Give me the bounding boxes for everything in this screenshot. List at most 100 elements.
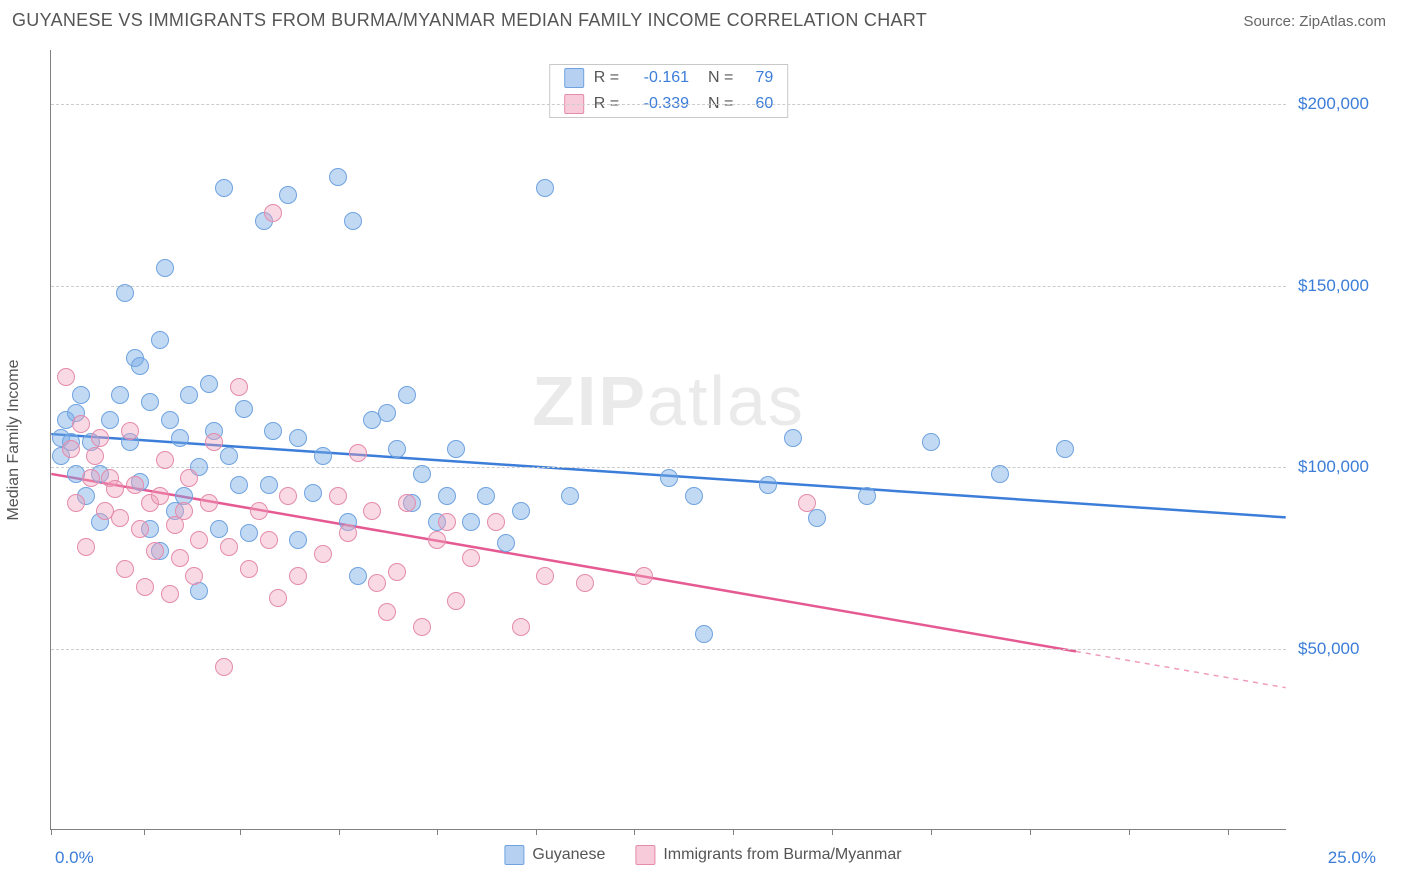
data-point	[151, 487, 169, 505]
data-point	[175, 502, 193, 520]
data-point	[111, 386, 129, 404]
data-point	[131, 520, 149, 538]
data-point	[279, 186, 297, 204]
data-point	[180, 469, 198, 487]
data-point	[576, 574, 594, 592]
x-tick	[144, 829, 145, 835]
x-tick	[931, 829, 932, 835]
stat-row: R =-0.161 N =79	[550, 65, 788, 91]
data-point	[368, 574, 386, 592]
data-point	[388, 440, 406, 458]
data-point	[116, 284, 134, 302]
data-point	[512, 618, 530, 636]
data-point	[101, 411, 119, 429]
data-point	[349, 444, 367, 462]
data-point	[200, 375, 218, 393]
data-point	[398, 494, 416, 512]
y-tick-label: $50,000	[1298, 639, 1359, 659]
data-point	[378, 603, 396, 621]
gridline	[51, 286, 1286, 287]
chart-container: Median Family Income ZIPatlas R =-0.161 …	[0, 40, 1406, 892]
data-point	[260, 476, 278, 494]
data-point	[91, 429, 109, 447]
data-point	[200, 494, 218, 512]
legend-swatch	[504, 845, 524, 865]
data-point	[378, 404, 396, 422]
data-point	[304, 484, 322, 502]
data-point	[635, 567, 653, 585]
data-point	[240, 524, 258, 542]
series-legend: Guyanese Immigrants from Burma/Myanmar	[504, 845, 901, 865]
data-point	[329, 487, 347, 505]
x-axis-max-label: 25.0%	[1328, 848, 1376, 868]
data-point	[447, 440, 465, 458]
data-point	[121, 422, 139, 440]
y-tick-label: $100,000	[1298, 457, 1369, 477]
data-point	[235, 400, 253, 418]
data-point	[185, 567, 203, 585]
data-point	[141, 393, 159, 411]
data-point	[339, 524, 357, 542]
data-point	[260, 531, 278, 549]
data-point	[363, 502, 381, 520]
gridline	[51, 104, 1286, 105]
data-point	[131, 357, 149, 375]
x-tick	[832, 829, 833, 835]
data-point	[77, 538, 95, 556]
gridline	[51, 467, 1286, 468]
data-point	[487, 513, 505, 531]
data-point	[111, 509, 129, 527]
legend-swatch	[635, 845, 655, 865]
data-point	[67, 494, 85, 512]
data-point	[536, 567, 554, 585]
data-point	[289, 429, 307, 447]
data-point	[922, 433, 940, 451]
legend-item: Immigrants from Burma/Myanmar	[635, 845, 901, 865]
legend-label: Immigrants from Burma/Myanmar	[663, 846, 901, 864]
data-point	[314, 447, 332, 465]
legend-swatch	[564, 68, 584, 88]
x-tick	[51, 829, 52, 835]
data-point	[215, 658, 233, 676]
data-point	[858, 487, 876, 505]
data-point	[86, 447, 104, 465]
data-point	[561, 487, 579, 505]
data-point	[136, 578, 154, 596]
x-tick	[437, 829, 438, 835]
legend-item: Guyanese	[504, 845, 605, 865]
chart-title: GUYANESE VS IMMIGRANTS FROM BURMA/MYANMA…	[12, 10, 927, 31]
data-point	[438, 487, 456, 505]
data-point	[329, 168, 347, 186]
data-point	[462, 549, 480, 567]
data-point	[512, 502, 530, 520]
y-axis-label: Median Family Income	[5, 360, 23, 521]
data-point	[240, 560, 258, 578]
data-point	[536, 179, 554, 197]
data-point	[161, 411, 179, 429]
data-point	[344, 212, 362, 230]
data-point	[210, 520, 228, 538]
data-point	[72, 415, 90, 433]
data-point	[156, 451, 174, 469]
data-point	[269, 589, 287, 607]
data-point	[264, 204, 282, 222]
x-tick	[536, 829, 537, 835]
data-point	[398, 386, 416, 404]
data-point	[62, 440, 80, 458]
x-tick	[1030, 829, 1031, 835]
data-point	[57, 368, 75, 386]
data-point	[695, 625, 713, 643]
data-point	[438, 513, 456, 531]
correlation-stats-box: R =-0.161 N =79R =-0.339 N =60	[549, 64, 789, 118]
data-point	[264, 422, 282, 440]
data-point	[428, 531, 446, 549]
data-point	[180, 386, 198, 404]
data-point	[413, 465, 431, 483]
gridline	[51, 649, 1286, 650]
x-tick	[733, 829, 734, 835]
x-axis-min-label: 0.0%	[55, 848, 94, 868]
stat-r-label: R =	[594, 69, 619, 87]
data-point	[660, 469, 678, 487]
data-point	[497, 534, 515, 552]
data-point	[477, 487, 495, 505]
